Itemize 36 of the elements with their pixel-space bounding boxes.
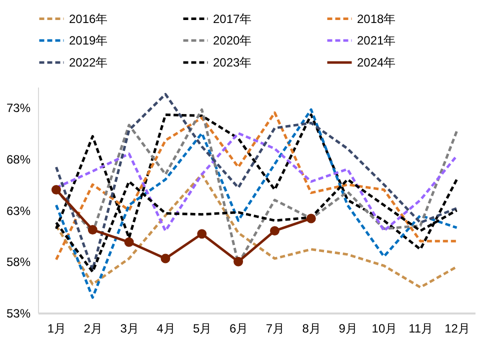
x-tick-label: 9月 (338, 322, 358, 336)
legend-label: 2022年 (69, 56, 108, 70)
point (234, 256, 244, 266)
legend-label: 2017年 (213, 12, 252, 26)
x-tick-label: 8月 (302, 322, 321, 336)
point (197, 229, 207, 239)
line-series (54, 108, 458, 299)
legend-label: 2024年 (357, 56, 396, 70)
y-tick-label: 68% (6, 152, 31, 166)
y-tick-label: 58% (6, 255, 31, 270)
x-tick-label: 6月 (229, 322, 248, 336)
x-tick-label: 4月 (156, 322, 176, 336)
x-tick-label: 11月 (408, 322, 434, 336)
point (51, 184, 61, 194)
x-tick-label: 1月 (47, 322, 66, 336)
legend-label: 2023年 (213, 56, 252, 70)
legend-label: 2018年 (357, 12, 396, 26)
y-tick-label: 63% (6, 204, 31, 218)
legend-label: 2016年 (69, 12, 108, 26)
point (88, 225, 98, 235)
x-tick-label: 7月 (266, 322, 285, 336)
y-tick-label: 53% (6, 306, 31, 320)
x-tick-label: 5月 (193, 322, 212, 336)
x-tick-label: 10月 (372, 322, 398, 336)
point (306, 214, 316, 224)
line-series (54, 173, 458, 289)
legend-label: 2021年 (357, 34, 396, 48)
point (124, 237, 134, 247)
point (160, 254, 170, 264)
x-tick-label: 3月 (120, 322, 139, 336)
x-tick-label: 12月 (444, 322, 470, 336)
legend-label: 2019年 (69, 34, 108, 48)
y-tick-label: 73% (6, 101, 31, 116)
point (270, 226, 280, 236)
legend-label: 2020年 (213, 34, 252, 48)
x-tick-label: 2月 (84, 322, 102, 336)
